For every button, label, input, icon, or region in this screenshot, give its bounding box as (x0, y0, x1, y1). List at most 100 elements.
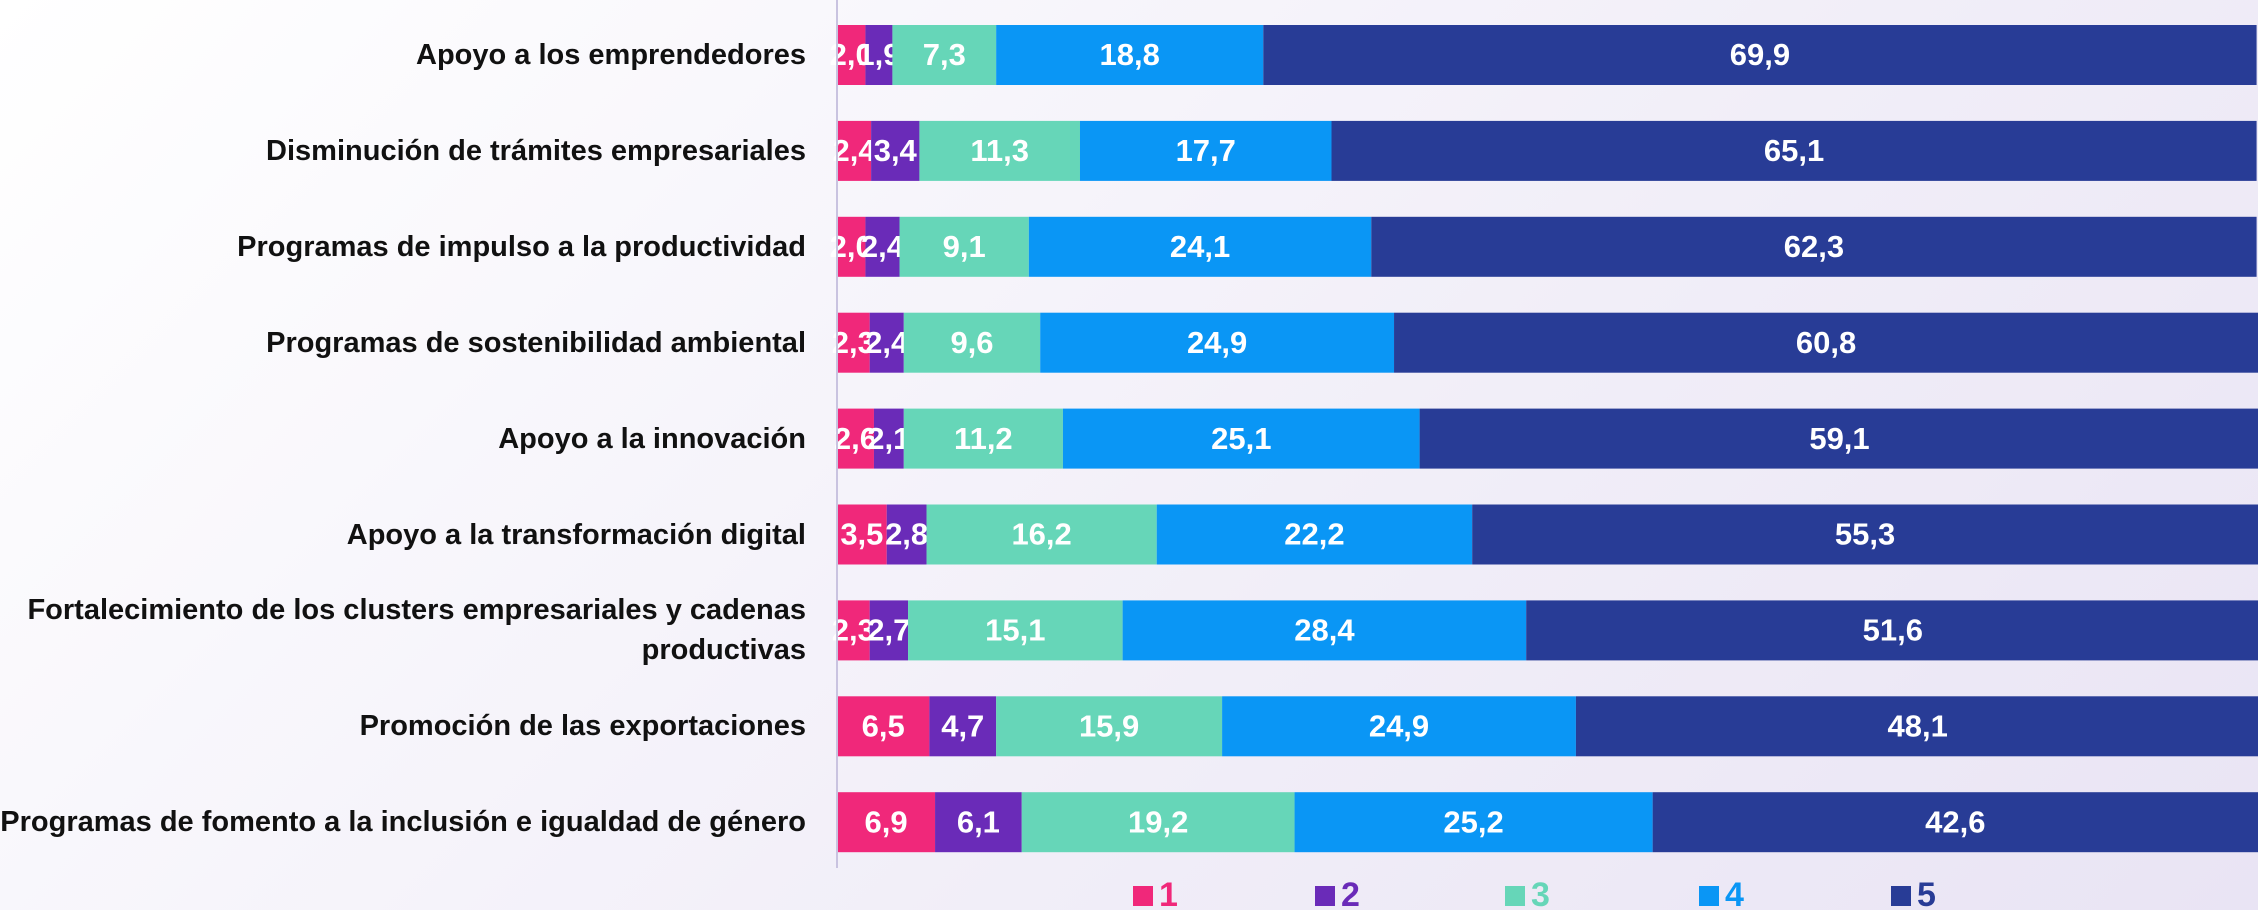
category-label: Programas de fomento a la inclusión e ig… (0, 806, 806, 839)
legend-swatch (1699, 886, 1719, 906)
data-label: 62,3 (1784, 229, 1844, 264)
data-label: 3,5 (840, 517, 883, 552)
bar-segment (837, 696, 930, 757)
data-label: 18,8 (1100, 37, 1160, 72)
data-label: 6,1 (957, 804, 1000, 839)
data-label: 4,7 (941, 708, 984, 743)
legend-swatch (1315, 886, 1335, 906)
data-label: 6,9 (864, 804, 907, 839)
category-label: Fortalecimiento de los clusters empresar… (27, 594, 806, 667)
bar-segment (929, 696, 997, 757)
bar-segment (837, 792, 936, 853)
data-label: 11,2 (954, 421, 1013, 456)
bar-segment (837, 120, 872, 181)
bar-segment (1419, 408, 2258, 469)
data-label: 2,6 (834, 421, 877, 456)
bar-segment (837, 600, 870, 661)
bar-segment (865, 25, 893, 85)
data-label: 6,5 (862, 708, 905, 743)
bar-segment (837, 408, 874, 469)
data-label: 16,2 (1011, 517, 1071, 552)
data-label: 24,1 (1170, 229, 1230, 264)
legend-label: 2 (1341, 876, 1360, 910)
data-label: 19,2 (1128, 804, 1188, 839)
bar-segment (1062, 408, 1420, 469)
bar-segment (837, 216, 866, 277)
bar-segment (1263, 25, 2257, 85)
bar-segment (1156, 504, 1473, 565)
bar-segment (1526, 600, 2258, 661)
bar-segment (837, 312, 870, 373)
legend-label: 5 (1917, 876, 1936, 910)
bar-segment (903, 312, 1041, 373)
bar-segment (1122, 600, 1527, 661)
data-label: 24,9 (1369, 708, 1429, 743)
data-label: 65,1 (1764, 133, 1824, 168)
category-label: Apoyo a la transformación digital (346, 518, 806, 551)
data-label: 2,4 (865, 325, 909, 360)
data-label: 15,1 (985, 613, 1045, 648)
data-label: 60,8 (1796, 325, 1856, 360)
bar-segment (1040, 312, 1395, 373)
data-label: 9,1 (943, 229, 986, 264)
data-label: 11,3 (970, 133, 1029, 168)
data-label: 2,4 (832, 133, 876, 168)
data-label: 22,2 (1284, 517, 1344, 552)
bar-segment (1294, 792, 1653, 853)
bar-segment (871, 120, 920, 181)
bar-segment (903, 408, 1063, 469)
data-label: 2,1 (867, 421, 910, 456)
bar-segment (1371, 216, 2257, 277)
bar-segment (1028, 216, 1372, 277)
data-label: 2,4 (861, 229, 905, 264)
data-label: 59,1 (1809, 421, 1869, 456)
bar-segment (1021, 792, 1295, 853)
data-label: 2,8 (885, 517, 928, 552)
data-label: 7,3 (923, 37, 966, 72)
data-label: 24,9 (1187, 325, 1247, 360)
bar-segment (837, 504, 887, 565)
bar-segment (996, 25, 1264, 85)
bar-segment (908, 600, 1123, 661)
data-label: 25,1 (1211, 421, 1271, 456)
bar-segment (886, 504, 927, 565)
legend-label: 4 (1725, 876, 1744, 910)
data-label: 28,4 (1294, 613, 1355, 648)
data-label: 2,7 (867, 613, 910, 648)
data-label: 17,7 (1176, 133, 1236, 168)
category-label: Promoción de las exportaciones (359, 710, 806, 743)
bar-segment (926, 504, 1157, 565)
data-label: 25,2 (1443, 804, 1503, 839)
data-label: 42,6 (1925, 804, 1985, 839)
bar-segment (1472, 504, 2258, 565)
data-label: 9,6 (950, 325, 993, 360)
bar-segment (996, 696, 1223, 757)
category-label: Programas de impulso a la productividad (237, 230, 806, 263)
data-label: 55,3 (1835, 517, 1895, 552)
data-label: 48,1 (1887, 708, 1947, 743)
bar-segment (1394, 312, 2258, 373)
data-label: 3,4 (874, 133, 918, 168)
data-label: 15,9 (1079, 708, 1139, 743)
bar-segment (899, 216, 1029, 277)
bar-segment (1079, 120, 1332, 181)
legend-swatch (1133, 886, 1153, 906)
bar-segment (919, 120, 1080, 181)
bar-segment (1575, 696, 2258, 757)
data-label: 2,3 (832, 325, 875, 360)
bar-segment (1652, 792, 2258, 853)
category-label: Programas de sostenibilidad ambiental (266, 326, 806, 359)
bar-segment (869, 600, 909, 661)
legend-swatch (1891, 886, 1911, 906)
data-label: 69,9 (1730, 37, 1790, 72)
legend-swatch (1505, 886, 1525, 906)
category-label: Disminución de trámites empresariales (266, 134, 806, 167)
legend-label: 1 (1159, 876, 1178, 910)
bar-segment (873, 408, 904, 469)
category-label: Apoyo a los emprendedores (416, 39, 806, 71)
bar-segment (1222, 696, 1576, 757)
data-label: 51,6 (1863, 613, 1923, 648)
bar-segment (1331, 120, 2257, 181)
bar-segment (892, 25, 997, 85)
